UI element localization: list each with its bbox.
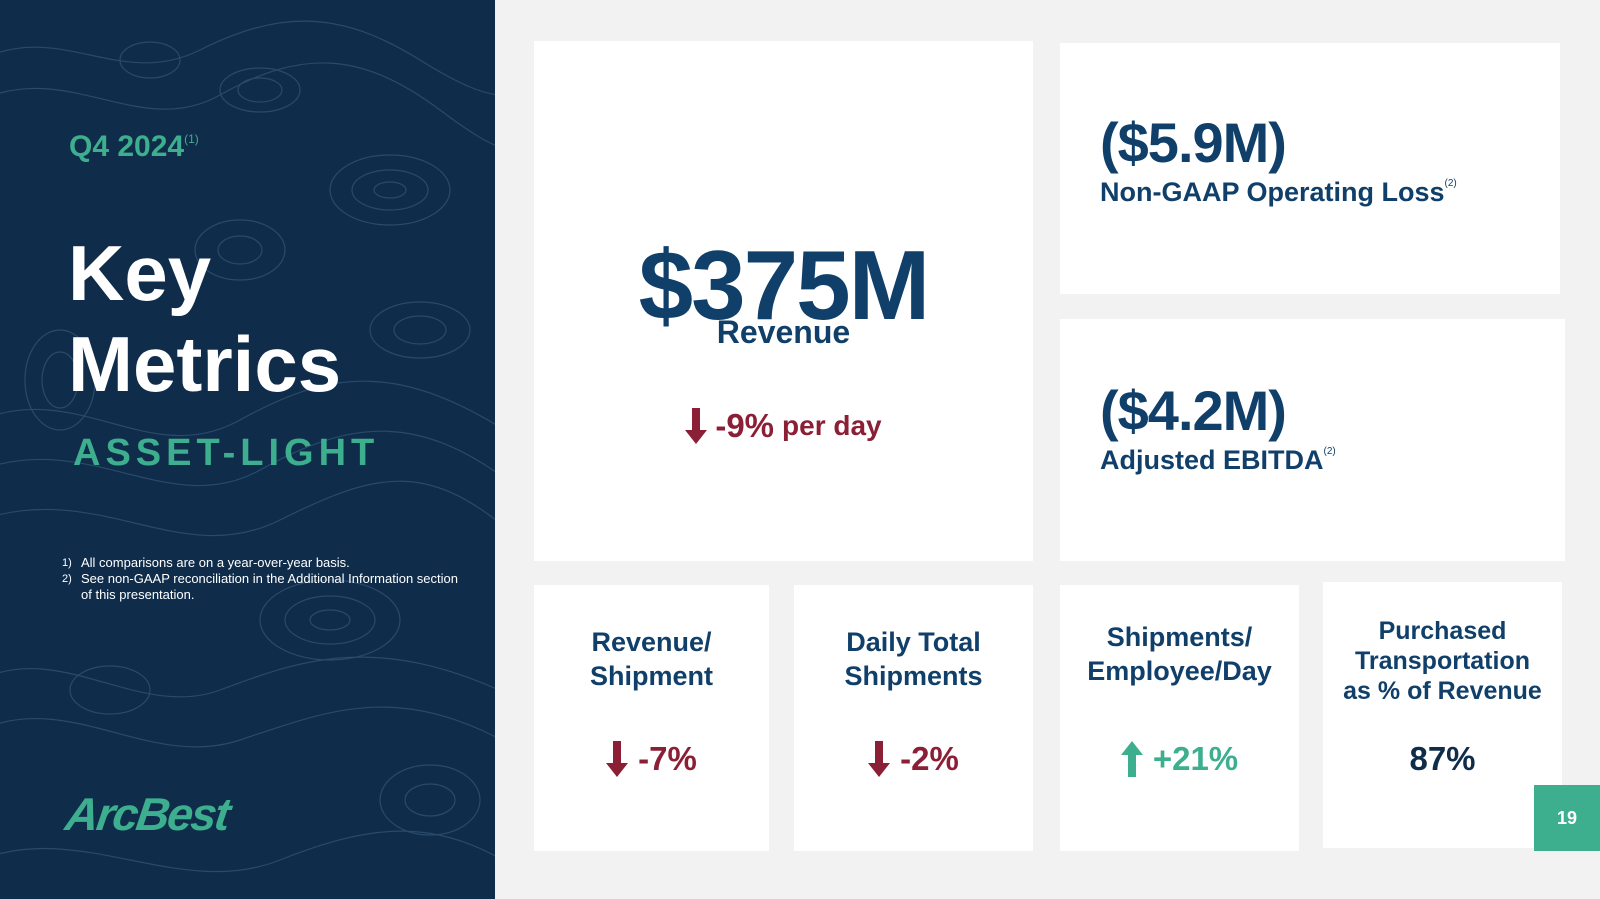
metric-label: Purchased Transportation as % of Revenue: [1343, 617, 1542, 705]
ebitda-label: Adjusted EBITDA(2): [1100, 445, 1336, 475]
page-number: 19: [1534, 785, 1600, 851]
metric-value: +21%: [1060, 740, 1299, 778]
title-line-2: Metrics: [68, 320, 342, 408]
footnote-2: 2) See non-GAAP reconciliation in the Add…: [62, 571, 458, 602]
ebitda-value: ($4.2M): [1100, 379, 1287, 442]
metric-value: -2%: [794, 740, 1033, 778]
operating-loss-label: Non-GAAP Operating Loss(2): [1100, 177, 1457, 207]
arrow-down-icon: [868, 741, 891, 777]
revenue-label: Revenue: [716, 314, 851, 350]
footnote-ref: (2): [1323, 446, 1336, 457]
revenue-change-unit: per day: [782, 410, 882, 441]
slide-title: Key Metrics: [68, 228, 341, 410]
period-label: Q4 2024(1): [69, 130, 199, 163]
left-panel: Q4 2024(1) Key Metrics ASSET-LIGHT 1) All…: [0, 0, 495, 899]
metric-card-purchased-transportation: Purchased Transportation as % of Revenue…: [1323, 582, 1562, 848]
segment-subtitle: ASSET-LIGHT: [73, 432, 380, 474]
title-line-1: Key: [68, 229, 212, 317]
metric-card-revenue-per-shipment: Revenue/ Shipment -7%: [534, 585, 769, 851]
arcbest-logo: ArcBest: [62, 788, 233, 840]
metric-value: 87%: [1409, 740, 1476, 777]
footnote-ref: (2): [1444, 178, 1457, 189]
arrow-down-icon: [606, 741, 629, 777]
revenue-card: $375M Revenue -9% per day: [534, 41, 1033, 561]
metric-value: -7%: [534, 740, 769, 778]
revenue-value: $375M: [638, 230, 931, 340]
metric-card-daily-total-shipments: Daily Total Shipments -2%: [794, 585, 1033, 851]
operating-loss-card: ($5.9M) Non-GAAP Operating Loss(2): [1060, 43, 1560, 294]
operating-loss-value: ($5.9M): [1100, 111, 1287, 174]
metric-label: Revenue/ Shipment: [589, 627, 713, 691]
ebitda-card: ($4.2M) Adjusted EBITDA(2): [1060, 319, 1565, 561]
revenue-change-value: -9%: [715, 407, 775, 444]
arrow-up-icon: [1120, 741, 1143, 777]
footnote-1: 1) All comparisons are on a year-over-yea…: [62, 555, 350, 570]
arrow-down-icon: [685, 408, 708, 444]
revenue-change: -9% per day: [534, 407, 1033, 445]
footnote-ref: (1): [184, 132, 199, 146]
metric-label: Shipments/ Employee/Day: [1087, 622, 1272, 686]
metric-card-shipments-per-employee: Shipments/ Employee/Day +21%: [1060, 585, 1299, 851]
topographic-pattern: [0, 20, 495, 873]
metric-label: Daily Total Shipments: [844, 627, 983, 691]
footnotes: 1) All comparisons are on a year-over-yea…: [62, 555, 462, 603]
